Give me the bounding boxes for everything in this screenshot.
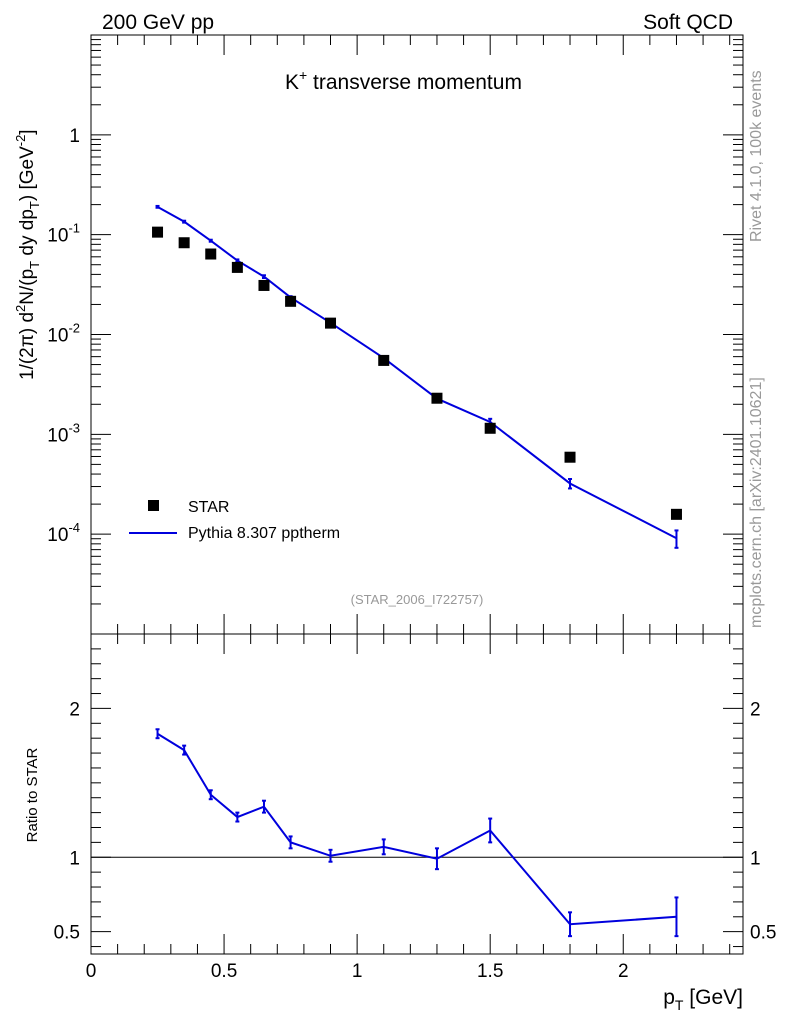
- ratio-y-tick-label-right: 0.5: [750, 923, 776, 944]
- main-frame: [90, 34, 744, 635]
- main-y-tick-label: 10-2: [47, 321, 80, 347]
- main-y-tick-label: 10-3: [47, 420, 80, 446]
- star-data-point: [431, 392, 443, 404]
- plot-title: K+ transverse momentum: [285, 67, 522, 94]
- title-sup: +: [299, 67, 307, 83]
- main-ticks: [90, 35, 743, 635]
- ratio-ticks: [90, 633, 743, 954]
- star-data-point: [231, 261, 243, 273]
- x-tick-label: 2: [618, 961, 629, 982]
- star-data-point: [325, 317, 337, 329]
- mc-line: [157, 205, 677, 540]
- legend-label-mc: Pythia 8.307 pptherm: [188, 525, 340, 542]
- x-tick-label: 0: [86, 961, 97, 982]
- legend-marker-star: [148, 500, 159, 511]
- title-base: K: [285, 71, 299, 94]
- main-y-tick-label: 10-4: [47, 520, 80, 546]
- star-data-point: [205, 248, 217, 260]
- analysis-id: (STAR_2006_I722757): [351, 592, 484, 607]
- star-data-point: [484, 422, 496, 434]
- rivet-label: Rivet 4.1.0, 100k events: [748, 70, 765, 242]
- ratio-y-tick-label-left: 0.5: [54, 923, 80, 944]
- ratio-frame: [90, 633, 744, 955]
- star-data-point: [564, 451, 576, 463]
- ratio-y-tick-label-left: 2: [69, 699, 80, 720]
- ratio-series: [155, 728, 679, 938]
- star-data-series: [152, 226, 682, 520]
- mc-series: [155, 204, 679, 549]
- ratio-y-tick-label-right: 2: [750, 699, 761, 720]
- main-y-tick-label: 10-1: [47, 221, 80, 247]
- x-tick-labels: 0 0.5 1 1.5 2: [86, 961, 629, 982]
- star-data-point: [178, 237, 190, 249]
- legend: STAR Pythia 8.307 pptherm: [129, 499, 340, 542]
- star-data-point: [670, 508, 682, 520]
- ratio-y-tick-label-left: 1: [69, 848, 80, 869]
- ratio-line: [157, 732, 677, 926]
- x-tick-label: 1.5: [477, 961, 503, 982]
- x-tick-label: 1: [352, 961, 363, 982]
- main-y-axis-label: 1/(2π) d2N/(pT dy dpT) [GeV-2]: [13, 129, 42, 380]
- star-data-point: [378, 354, 390, 366]
- x-axis-label: pT [GeV]: [663, 986, 743, 1013]
- star-data-point: [285, 295, 297, 307]
- main-panel: 1 10-1 10-2 10-3 10-4 K+ transverse momentum…: [13, 34, 744, 635]
- mcplots-label: mcplots.cern.ch [arXiv:2401.10621]: [748, 377, 765, 628]
- star-data-point: [152, 226, 164, 238]
- legend-label-star: STAR: [188, 499, 229, 516]
- ratio-y-tick-labels: 0.5 0.5 1 1 2 2: [54, 699, 777, 943]
- x-tick-label: 0.5: [211, 961, 237, 982]
- star-data-point: [258, 279, 270, 291]
- main-y-tick-label: 1: [69, 126, 80, 147]
- ratio-y-axis-label: Ratio to STAR: [24, 747, 41, 842]
- header-left: 200 GeV pp: [102, 11, 214, 34]
- title-rest: transverse momentum: [307, 71, 522, 94]
- header-right: Soft QCD: [643, 11, 733, 34]
- ratio-panel: 0.5 0.5 1 1 2 2 0 0.5 1 1.5 2 Ratio to STAR pT [G…: [24, 633, 777, 1013]
- main-y-tick-labels: 1 10-1 10-2 10-3 10-4: [47, 126, 80, 546]
- ratio-y-tick-label-right: 1: [750, 848, 761, 869]
